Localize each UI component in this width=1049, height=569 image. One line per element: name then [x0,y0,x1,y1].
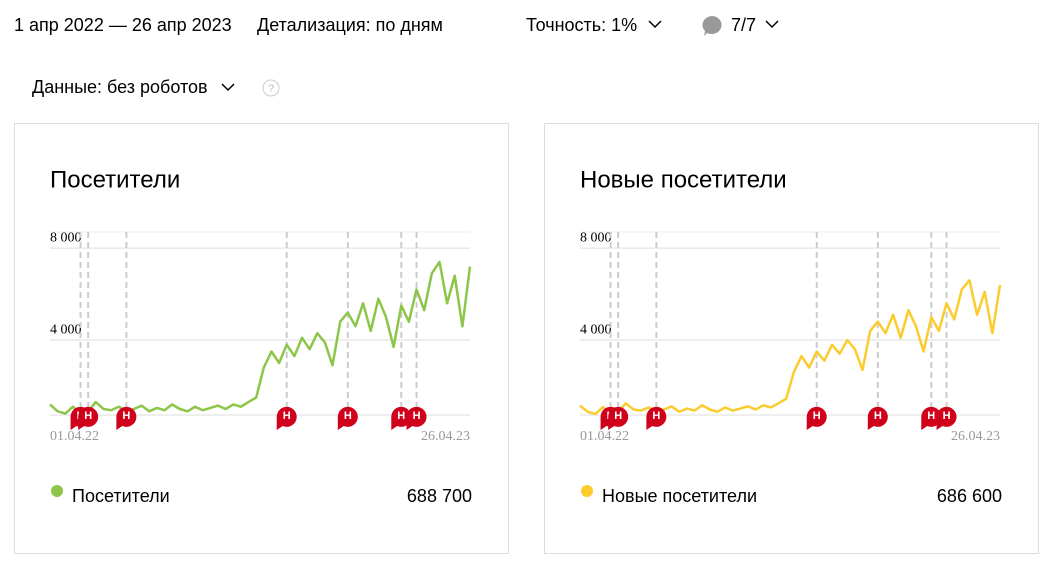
annotation-marker [936,406,957,430]
series-line [49,260,472,415]
y-tick-label: 8 000 [580,230,612,245]
y-tick-label: 8 000 [50,230,82,245]
chart-title: Новые посетители [580,166,787,193]
series-line [579,279,1002,416]
annotation-marker [116,406,137,430]
panel [14,123,509,554]
x-tick-label: 01.04.22 [580,429,629,444]
annotation-label[interactable]: Н [122,410,130,422]
help-text: ? [268,83,274,95]
panel [544,123,1039,554]
chevron [765,20,779,29]
annotation-marker [608,406,629,430]
annotation-label[interactable]: Н [283,410,291,422]
annotation-marker [78,406,99,430]
chart-title: Посетители [50,166,180,193]
annotation-label[interactable]: Н [413,410,421,422]
annotation-label[interactable]: Н [397,410,405,422]
legend-dot [51,485,63,497]
x-tick-label: 26.04.23 [951,429,1000,444]
annotation-label[interactable]: Н [927,410,935,422]
annotation-marker [276,406,297,430]
annotation-label[interactable]: Н [874,410,882,422]
annotation-label[interactable]: Н [813,410,821,422]
y-tick-label: 4 000 [50,322,82,337]
segment-icon [702,16,722,36]
legend-label: Новые посетители [602,486,757,506]
chevron [648,20,662,29]
help-icon[interactable] [262,79,280,97]
annotation-marker [921,406,942,430]
y-tick-label: 4 000 [580,322,612,337]
annotation-marker [646,406,667,430]
legend-dot [581,485,593,497]
x-tick-label: 01.04.22 [50,429,99,444]
annotation-marker [806,406,827,430]
annotation-label[interactable]: Н [614,410,622,422]
annotation-marker [406,406,427,430]
total-value: 688 700 [407,486,472,506]
annotation-marker [391,406,412,430]
segments[interactable]: 7/7 [731,15,756,35]
chevron [221,83,235,92]
data-filter[interactable]: Данные: без роботов [32,77,208,97]
annotation-label[interactable]: Н [943,410,951,422]
x-tick-label: 26.04.23 [421,429,470,444]
annotation-marker [867,406,888,430]
annotation-marker [337,406,358,430]
annotation-label[interactable]: Н [652,410,660,422]
detail[interactable]: Детализация: по дням [257,15,443,35]
accuracy[interactable]: Точность: 1% [526,15,637,35]
annotation-label[interactable]: Н [344,410,352,422]
total-value: 686 600 [937,486,1002,506]
legend-label: Посетители [72,486,170,506]
annotation-label[interactable]: Н [84,410,92,422]
period[interactable]: 1 апр 2022 — 26 апр 2023 [14,15,232,35]
